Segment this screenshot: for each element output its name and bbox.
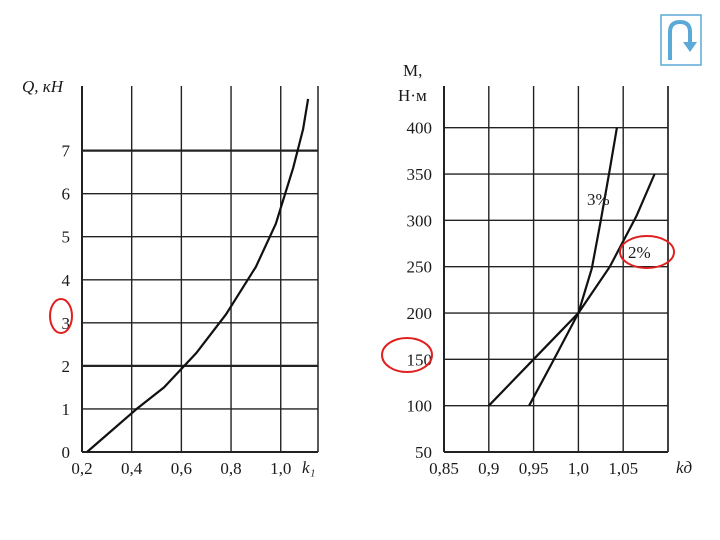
x-tick-label: 0,2 xyxy=(71,459,92,478)
highlight-ring-series-label xyxy=(619,235,675,269)
y-tick-label: 4 xyxy=(62,271,71,290)
x-axis-label: k₁ xyxy=(302,458,315,477)
chart-q-vs-k1: Q, кН k₁ 0 1 2 3 4 5 6 7 0,2 0,4 0,6 0,8 1,0 xyxy=(22,77,319,478)
y-tick-label: 7 xyxy=(62,142,71,161)
y-tick-labels: 0 1 2 3 4 5 6 7 xyxy=(62,142,71,462)
y-tick-label: 200 xyxy=(407,304,433,323)
series-line-1 xyxy=(86,98,310,453)
series-label: 3% xyxy=(587,190,610,209)
grid xyxy=(443,86,669,453)
x-tick-label: 0,4 xyxy=(121,459,143,478)
y-tick-label: 300 xyxy=(407,211,433,230)
y-tick-label: 350 xyxy=(407,165,433,184)
grid xyxy=(81,86,319,453)
highlight-ring-y-tick-3 xyxy=(49,298,73,334)
x-tick-label: 0,95 xyxy=(519,459,549,478)
y-tick-label: 3 xyxy=(62,314,71,333)
x-axis-label: kд xyxy=(676,458,693,477)
series-group xyxy=(86,98,310,453)
x-tick-labels: 0,85 0,9 0,95 1,0 1,05 xyxy=(429,459,638,478)
y-tick-label: 2 xyxy=(62,357,71,376)
x-tick-label: 0,9 xyxy=(478,459,499,478)
return-arrow-icon[interactable] xyxy=(660,14,702,66)
x-tick-labels: 0,2 0,4 0,6 0,8 1,0 xyxy=(71,459,291,478)
y-tick-label: 150 xyxy=(407,350,433,369)
y-tick-label: 5 xyxy=(62,228,71,247)
x-tick-label: 1,0 xyxy=(270,459,291,478)
y-axis-label: Q, кН xyxy=(22,77,65,96)
y-tick-label: 400 xyxy=(407,119,433,138)
series-line-2 xyxy=(488,173,656,407)
highlight-ring-y-tick-150 xyxy=(381,337,433,373)
x-tick-label: 0,85 xyxy=(429,459,459,478)
y-tick-labels: 50 100 150 200 250 300 350 400 xyxy=(407,119,433,462)
y-tick-label: 250 xyxy=(407,258,433,277)
series-group: 3% 2% xyxy=(488,127,675,407)
y-tick-label: 0 xyxy=(62,443,71,462)
x-tick-label: 0,8 xyxy=(220,459,241,478)
x-tick-label: 1,0 xyxy=(568,459,589,478)
x-tick-label: 1,05 xyxy=(608,459,638,478)
y-tick-label: 1 xyxy=(62,400,71,419)
y-tick-label: 6 xyxy=(62,185,71,204)
y-axis-label-line1: М, xyxy=(403,61,422,80)
y-tick-label: 100 xyxy=(407,397,433,416)
y-tick-label: 50 xyxy=(415,443,432,462)
y-axis-label-line2: Н·м xyxy=(398,86,427,105)
x-tick-label: 0,6 xyxy=(171,459,192,478)
series-label: 2% xyxy=(628,243,651,262)
series-line-1 xyxy=(528,127,618,407)
